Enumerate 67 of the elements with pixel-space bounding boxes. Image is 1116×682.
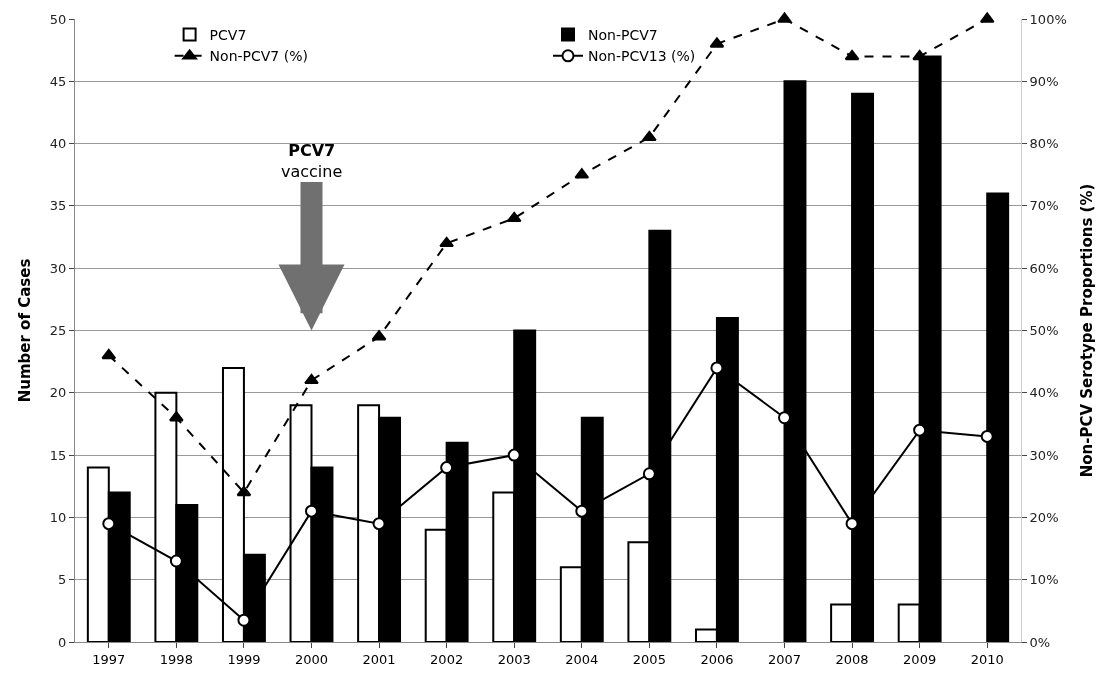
legend-label: Non-PCV13 (%) xyxy=(588,48,696,65)
y2-tick-label: 80% xyxy=(1029,136,1059,152)
y2-tick-label: 10% xyxy=(1029,572,1059,588)
y2-tick-label: 90% xyxy=(1029,73,1059,89)
point xyxy=(372,517,386,531)
x-tick-label: 2005 xyxy=(632,651,666,667)
point xyxy=(913,423,927,437)
x-tick-label: 2007 xyxy=(767,651,802,667)
point xyxy=(506,211,522,223)
legend-label: Non-PCV7 (%) xyxy=(209,48,308,65)
x-tick-label: 2009 xyxy=(903,651,937,667)
x-tick-label: 2000 xyxy=(294,651,329,667)
point xyxy=(642,467,656,481)
point xyxy=(101,348,117,360)
y2-tick-label: 30% xyxy=(1029,447,1059,463)
y-tick-label: 15 xyxy=(49,447,67,463)
point xyxy=(236,485,252,497)
y-tick-label: 40 xyxy=(49,136,67,152)
point xyxy=(710,361,724,375)
point xyxy=(169,411,184,422)
x-tick-label: 1997 xyxy=(92,651,126,667)
y-axis-title: Number of Cases xyxy=(16,258,35,403)
x-tick-label: 2010 xyxy=(970,651,1004,667)
point xyxy=(912,49,927,61)
y2-tick-label: 40% xyxy=(1029,385,1059,401)
x-tick-label: 1999 xyxy=(227,651,261,667)
point xyxy=(845,517,859,531)
point xyxy=(980,429,994,443)
point xyxy=(169,554,183,568)
point xyxy=(102,517,116,531)
point xyxy=(440,461,454,475)
legend-label: PCV7 xyxy=(209,27,247,44)
y2-tick-label: 100% xyxy=(1029,11,1067,27)
y-tick-label: 5 xyxy=(58,572,67,588)
y-tick-label: 0 xyxy=(58,634,67,650)
x-tick-label: 1998 xyxy=(159,651,193,667)
x-tick-label: 2006 xyxy=(700,651,734,667)
point xyxy=(304,373,319,385)
point xyxy=(642,130,657,142)
y-tick-label: 50 xyxy=(49,11,67,27)
y2-tick-label: 20% xyxy=(1029,509,1059,525)
point xyxy=(777,12,792,23)
y2-axis-title: Non-PCV Serotype Proportions (%) xyxy=(1077,183,1096,478)
y-tick-label: 35 xyxy=(49,198,67,214)
point xyxy=(507,448,521,462)
point xyxy=(305,504,318,518)
y2-tick-label: 70% xyxy=(1029,198,1059,214)
y-tick-label: 45 xyxy=(49,73,67,89)
point xyxy=(778,411,791,425)
x-tick-label: 2003 xyxy=(497,651,531,667)
point xyxy=(575,504,589,518)
point xyxy=(237,613,251,627)
y2-tick-label: 0% xyxy=(1029,634,1051,650)
annotation: PCV7 vaccine xyxy=(281,141,343,181)
point xyxy=(439,236,454,248)
x-tick-label: 2002 xyxy=(430,651,464,667)
x-tick-label: 2004 xyxy=(565,651,599,667)
legend-label: Non-PCV7 xyxy=(588,27,658,44)
x-tick-label: 2001 xyxy=(362,651,396,667)
y2-tick-label: 60% xyxy=(1029,260,1059,276)
y-tick-label: 20 xyxy=(49,385,67,401)
y-tick-label: 25 xyxy=(49,323,67,339)
point xyxy=(844,49,860,61)
y-tick-label: 10 xyxy=(49,509,67,525)
y-tick-label: 30 xyxy=(49,260,67,276)
y2-tick-label: 50% xyxy=(1029,323,1059,339)
x-tick-label: 2008 xyxy=(835,651,869,667)
